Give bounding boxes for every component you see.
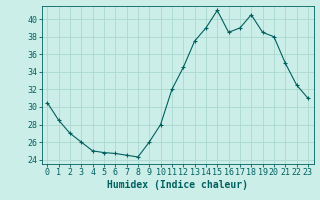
X-axis label: Humidex (Indice chaleur): Humidex (Indice chaleur) — [107, 180, 248, 190]
